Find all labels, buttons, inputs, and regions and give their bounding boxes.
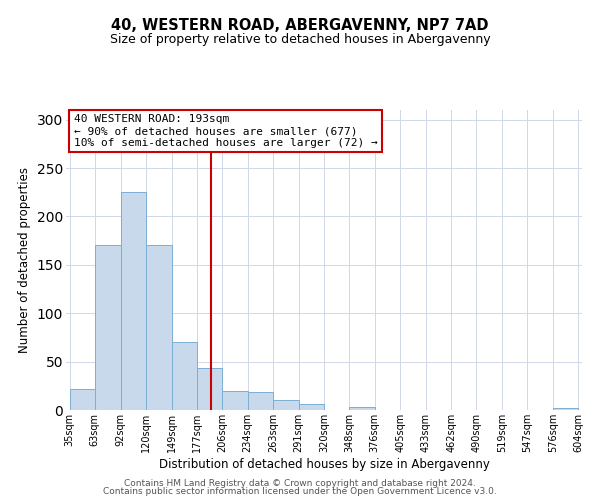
Y-axis label: Number of detached properties: Number of detached properties [18,167,31,353]
Text: Contains public sector information licensed under the Open Government Licence v3: Contains public sector information licen… [103,487,497,496]
Bar [274,400,299,410]
Bar [95,246,121,410]
Bar [121,192,146,410]
Bar [299,404,325,410]
Text: 40, WESTERN ROAD, ABERGAVENNY, NP7 7AD: 40, WESTERN ROAD, ABERGAVENNY, NP7 7AD [111,18,489,32]
X-axis label: Distribution of detached houses by size in Abergavenny: Distribution of detached houses by size … [158,458,490,470]
Bar [70,388,95,410]
Bar [197,368,223,410]
Bar [172,342,197,410]
Text: Size of property relative to detached houses in Abergavenny: Size of property relative to detached ho… [110,32,490,46]
Bar [553,408,578,410]
Text: Contains HM Land Registry data © Crown copyright and database right 2024.: Contains HM Land Registry data © Crown c… [124,478,476,488]
Text: 40 WESTERN ROAD: 193sqm
← 90% of detached houses are smaller (677)
10% of semi-d: 40 WESTERN ROAD: 193sqm ← 90% of detache… [74,114,377,148]
Bar [349,407,374,410]
Bar [248,392,274,410]
Bar [223,390,248,410]
Bar [146,246,172,410]
